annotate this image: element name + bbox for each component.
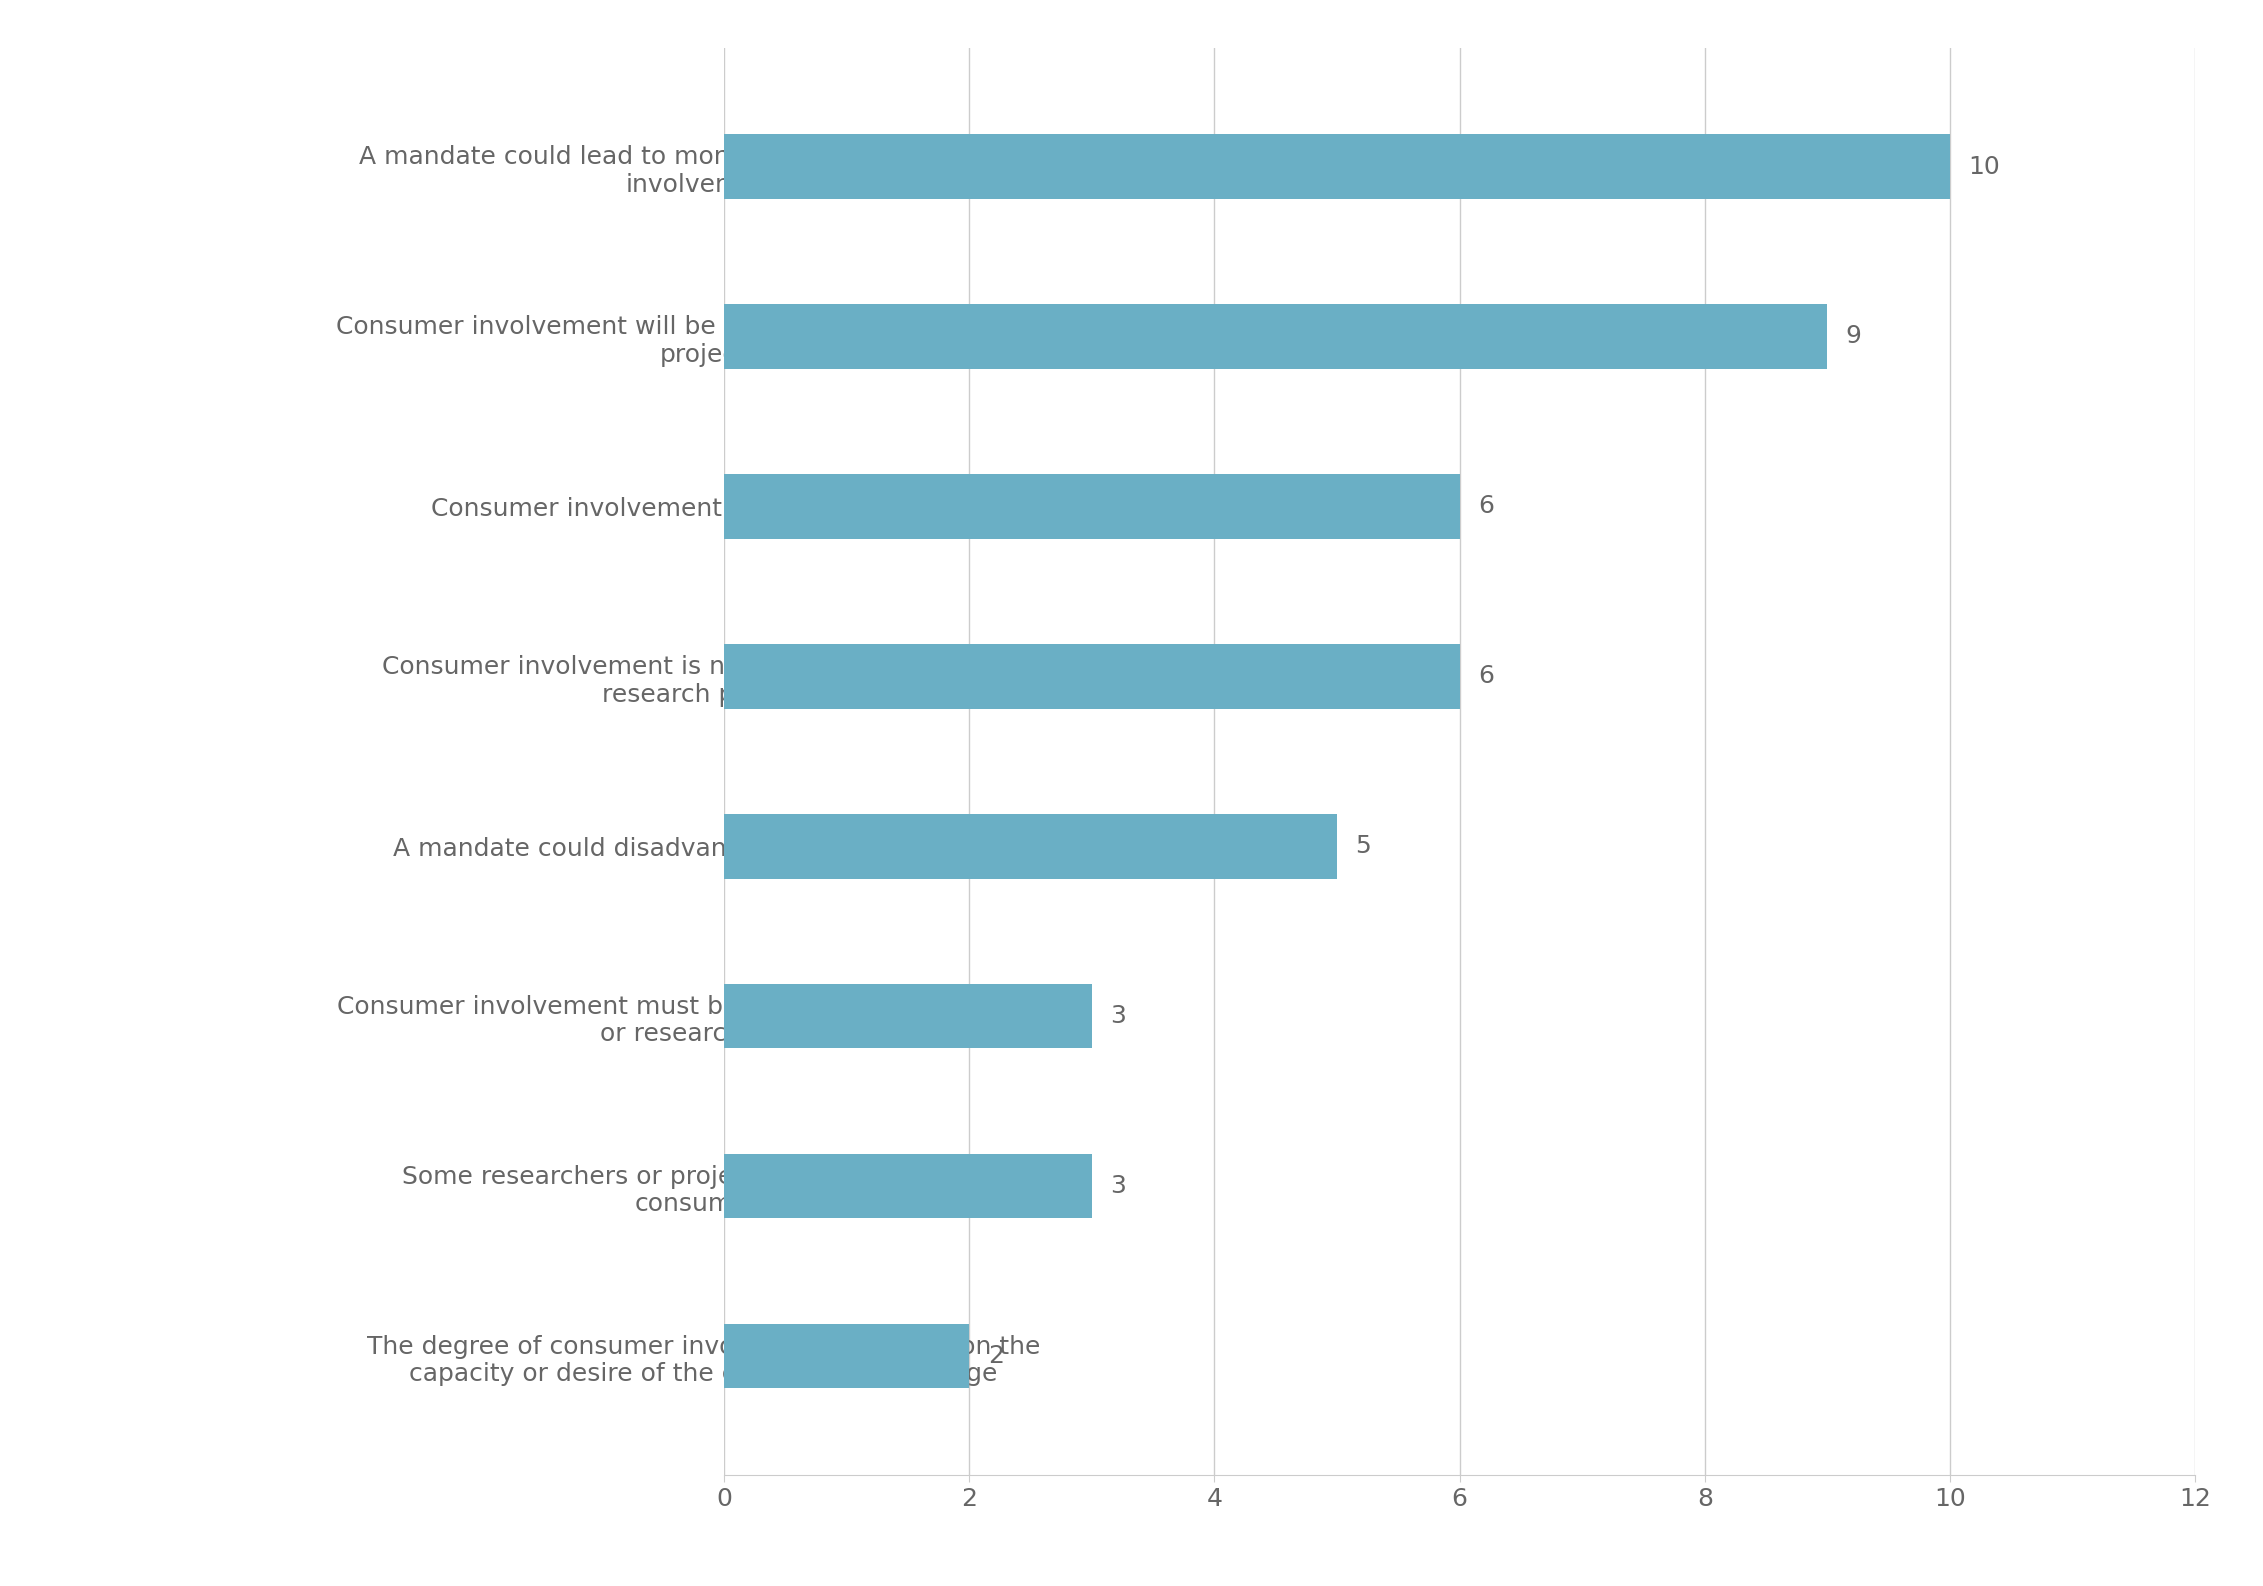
Text: 9: 9 (1847, 325, 1862, 349)
Bar (724, 983, 1093, 1048)
Text: 3: 3 (1111, 1004, 1127, 1028)
Bar (724, 1324, 969, 1388)
Bar (724, 305, 1829, 370)
Text: 2: 2 (987, 1343, 1005, 1369)
Text: 10: 10 (1969, 154, 2000, 179)
Bar (724, 474, 1460, 539)
Text: 6: 6 (1478, 495, 1494, 519)
Bar (724, 135, 1951, 198)
Bar (724, 644, 1460, 709)
Text: 6: 6 (1478, 665, 1494, 688)
Bar (724, 1155, 1093, 1218)
Bar (724, 814, 1337, 879)
Text: 5: 5 (1356, 834, 1371, 858)
Text: 3: 3 (1111, 1174, 1127, 1197)
